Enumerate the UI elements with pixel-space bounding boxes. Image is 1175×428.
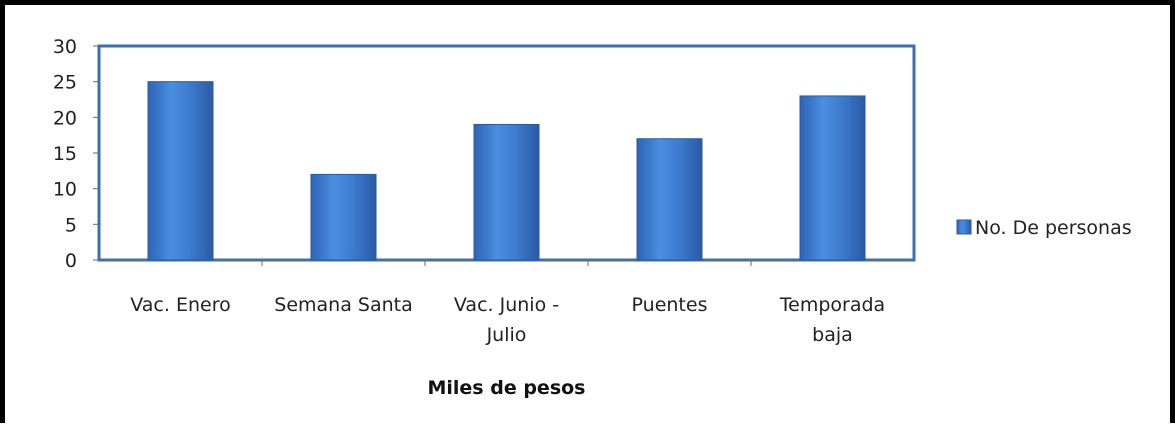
bar (310, 173, 377, 261)
y-tick-label: 15 (53, 143, 77, 165)
bars (147, 81, 866, 261)
bar (147, 81, 214, 261)
legend-label: No. De personas (975, 217, 1132, 239)
x-tick-label: Temporada baja (779, 294, 885, 346)
y-tick-label: 25 (53, 72, 77, 94)
y-axis: 0 5 10 15 20 25 30 (53, 36, 914, 272)
y-tick-label: 0 (65, 250, 77, 272)
bar (799, 95, 866, 261)
x-tick-label: Puentes (632, 294, 708, 316)
x-axis-title: Miles de pesos (427, 377, 585, 399)
y-tick-label: 20 (53, 107, 77, 129)
y-tick-label: 30 (53, 36, 77, 58)
y-tick-label: 5 (65, 214, 77, 236)
x-tick-label: Semana Santa (274, 294, 412, 316)
legend-swatch-icon (956, 219, 972, 235)
x-tick-label: Vac. Junio -Julio (454, 294, 559, 346)
bar (473, 123, 540, 261)
y-tick-label: 10 (53, 179, 77, 201)
bar (636, 138, 703, 261)
x-axis: Vac. Enero Semana Santa Vac. Junio -Julio P… (130, 260, 885, 346)
legend: No. De personas (956, 217, 1132, 239)
x-tick-label: Vac. Enero (130, 294, 230, 316)
